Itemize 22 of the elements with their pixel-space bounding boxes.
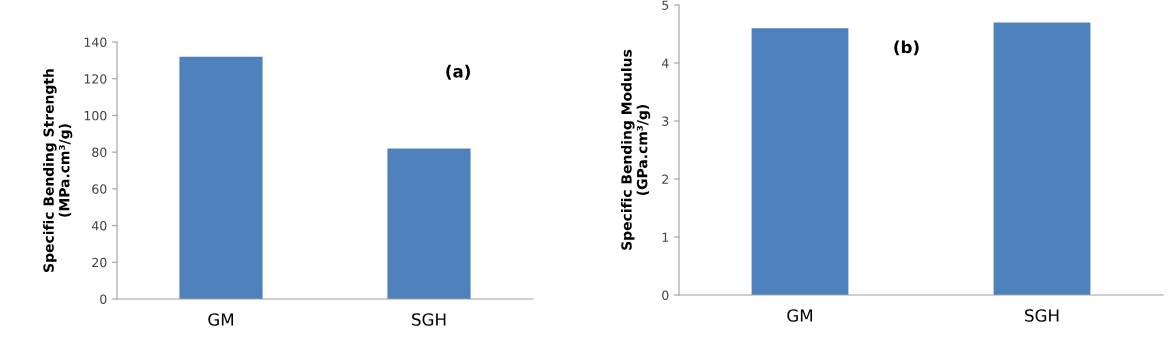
x-tick-label: GM xyxy=(208,313,234,326)
y-tick-label: 20 xyxy=(92,257,107,268)
annotation: (a) xyxy=(446,64,470,80)
y-tick-label: 80 xyxy=(92,147,107,158)
x-tick-label: SGH xyxy=(1025,309,1059,322)
y-axis-title: Specific Bending Strength (MPa.cm³/g) xyxy=(43,69,73,272)
y-tick-label: 5 xyxy=(662,0,669,10)
y-tick-label: 2 xyxy=(662,174,669,184)
y-tick-label: 1 xyxy=(662,232,669,242)
y-tick-label: 60 xyxy=(92,184,107,194)
x-tick-label: SGH xyxy=(412,313,446,326)
y-tick-label: 40 xyxy=(91,221,107,231)
x-tick-label: GM xyxy=(787,309,813,322)
y-tick-label: 100 xyxy=(84,110,107,121)
y-tick-label: 0 xyxy=(662,290,669,300)
annotation: (b) xyxy=(894,40,919,56)
y-tick-label: 0 xyxy=(100,294,107,304)
y-tick-label: 3 xyxy=(662,116,669,126)
y-axis-title: Specific Bending Modulus (GPa.cm³/g) xyxy=(621,49,651,250)
y-tick-label: 140 xyxy=(84,37,107,47)
y-tick-label: 4 xyxy=(661,58,669,68)
y-tick-label: 120 xyxy=(84,74,107,84)
